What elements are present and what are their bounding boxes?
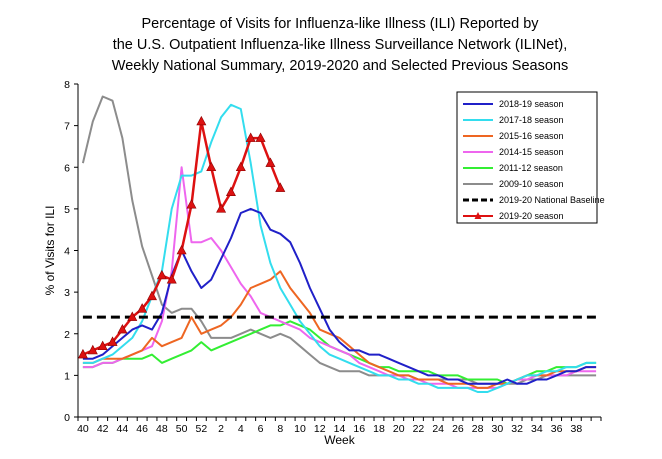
data-point-marker (97, 340, 108, 351)
title-line: the U.S. Outpatient Influenza-like Illne… (112, 37, 568, 53)
data-point-marker (127, 311, 138, 321)
data-point-marker (186, 199, 197, 209)
data-point-marker (147, 290, 158, 301)
x-tick-label: 40 (77, 423, 89, 435)
x-tick-label: 34 (531, 423, 543, 435)
series-line-2011-12-season (82, 320, 597, 385)
legend-label: 2011-12 season (499, 163, 563, 173)
data-point-marker (225, 186, 236, 197)
data-point-marker (196, 115, 207, 126)
x-tick-label: 18 (373, 423, 385, 435)
data-point-marker (137, 303, 148, 313)
y-tick-label: 7 (64, 121, 70, 133)
data-point-marker (235, 161, 246, 172)
x-tick-label: 12 (314, 423, 326, 435)
legend-box (456, 91, 598, 224)
data-point-marker (245, 132, 256, 142)
data-point-marker (117, 323, 128, 334)
data-point-marker (255, 132, 266, 142)
x-tick-label: 20 (393, 423, 405, 435)
x-tick-label: 42 (97, 423, 109, 435)
legend-label: 2019-20 season (499, 211, 564, 221)
x-tick-label: 8 (277, 423, 283, 435)
x-tick-label: 38 (570, 423, 582, 435)
title-line: Percentage of Visits for Influenza-like … (141, 16, 539, 32)
y-tick-label: 2 (64, 329, 70, 341)
series-line-2019-20-season (82, 120, 282, 356)
x-tick-label: 46 (136, 423, 148, 435)
x-tick-label: 52 (196, 423, 208, 435)
y-tick-label: 4 (64, 246, 70, 258)
x-tick-label: 30 (492, 423, 504, 435)
legend-label: 2015-16 season (499, 131, 564, 141)
x-tick-label: 36 (551, 423, 563, 435)
x-tick-label: 50 (176, 423, 188, 435)
data-point-marker (77, 348, 88, 359)
x-tick-label: 26 (452, 423, 464, 435)
legend-label: 2014-15 season (499, 147, 564, 157)
series-line-2009-10-season (81, 95, 597, 385)
x-tick-label: 6 (258, 423, 264, 435)
data-point-marker (107, 336, 118, 346)
data-point-marker (166, 273, 177, 284)
title-line: Weekly National Summary, 2019-2020 and S… (111, 58, 569, 74)
data-point-marker (265, 157, 276, 167)
x-tick-label: 28 (472, 423, 484, 435)
series-line-2017-18-season (82, 103, 597, 393)
data-point-marker (206, 161, 217, 172)
data-point-marker (176, 244, 187, 255)
data-point-marker (275, 182, 286, 192)
x-tick-label: 10 (294, 423, 306, 435)
data-point-marker (87, 344, 98, 355)
legend-label: 2018-19 season (499, 99, 564, 109)
y-axis-label: % of Visits for ILI (43, 206, 57, 296)
chart-title: Percentage of Visits for Influenza-like … (60, 14, 620, 77)
series-line-2018-19-season (82, 207, 597, 385)
y-tick-label: 0 (64, 412, 70, 424)
legend-label: 2019-20 National Baseline (499, 195, 605, 205)
x-tick-label: 32 (511, 423, 523, 435)
x-tick-label: 14 (334, 423, 346, 435)
y-tick-label: 6 (64, 162, 70, 174)
x-tick-label: 24 (432, 423, 444, 435)
y-tick-label: 5 (64, 204, 70, 216)
data-point-marker (156, 269, 167, 280)
x-tick-label: 48 (156, 423, 168, 435)
legend-label: 2009-10 season (499, 179, 564, 189)
x-tick-label: 2 (218, 423, 224, 435)
y-tick-label: 3 (64, 287, 70, 299)
data-point-marker (216, 203, 227, 213)
x-tick-label: 4 (238, 423, 244, 435)
y-tick-label: 8 (64, 79, 70, 91)
x-tick-label: 16 (353, 423, 365, 435)
legend-label: 2017-18 season (499, 115, 564, 125)
x-tick-label: 22 (413, 423, 425, 435)
x-axis-label: Week (324, 433, 355, 447)
x-tick-label: 44 (117, 423, 129, 435)
y-tick-label: 1 (64, 370, 70, 382)
legend-marker (474, 212, 482, 219)
